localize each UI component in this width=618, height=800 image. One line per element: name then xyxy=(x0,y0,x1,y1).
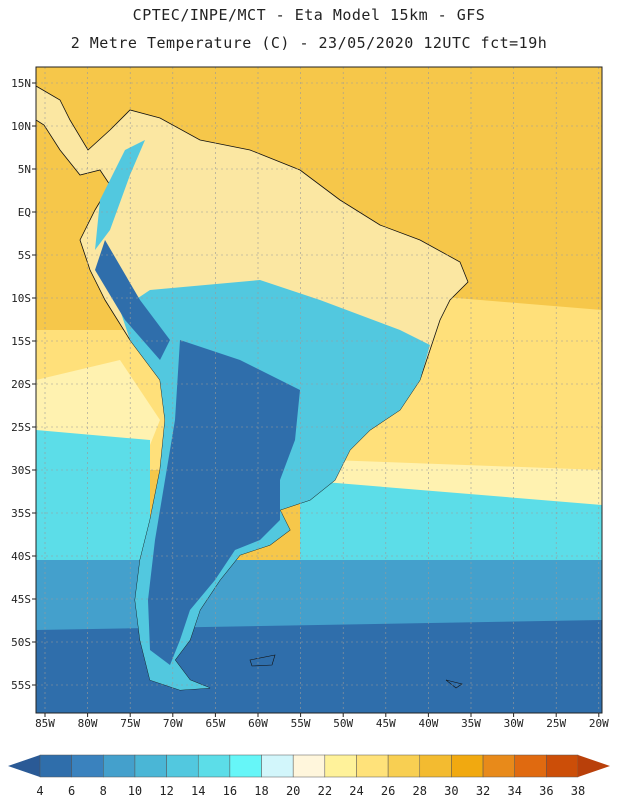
colorbar-label: 32 xyxy=(476,784,490,798)
colorbar-label: 8 xyxy=(100,784,107,798)
lon-tick-label: 55W xyxy=(291,717,311,730)
lat-tick-label: 10N xyxy=(11,120,31,133)
colorbar-label: 10 xyxy=(128,784,142,798)
colorbar-label: 38 xyxy=(571,784,585,798)
lon-tick-label: 20W xyxy=(589,717,609,730)
colorbar-cell xyxy=(134,754,167,778)
cold-andes-region xyxy=(95,240,300,665)
colorbar-cell xyxy=(514,754,547,778)
colorbar-cell xyxy=(292,754,326,778)
temperature-field xyxy=(36,67,602,713)
lon-tick-label: 65W xyxy=(205,717,225,730)
colorbar-label: 36 xyxy=(539,784,553,798)
colorbar-label: 22 xyxy=(318,784,332,798)
falkland-islands xyxy=(249,654,276,667)
lat-tick-label: 25S xyxy=(11,421,31,434)
lat-tick-label: 30S xyxy=(11,464,31,477)
map-title-line2: 2 Metre Temperature (C) - 23/05/2020 12U… xyxy=(70,34,548,52)
colorbar-cell xyxy=(419,754,452,778)
map-frame xyxy=(35,66,603,714)
colorbar-label: 28 xyxy=(413,784,427,798)
colorbar-cell xyxy=(356,754,389,778)
colorbar-cell xyxy=(39,754,72,778)
lat-tick-label: 55S xyxy=(11,679,31,692)
lon-tick-label: 40W xyxy=(418,717,438,730)
colorbar-label: 24 xyxy=(349,784,363,798)
colorbar-high-arrow xyxy=(578,755,610,777)
lon-tick-label: 30W xyxy=(504,717,524,730)
colorbar-cell xyxy=(324,754,357,778)
colorbar-label: 20 xyxy=(286,784,300,798)
colorbar-label: 26 xyxy=(381,784,395,798)
colorbar: 4 6 8 10 12 14 16 18 20 22 24 26 28 30 32 34 36 38 xyxy=(8,754,610,798)
latitude-axis: 15N 10N 5N EQ 5S 10S 15S 20S 25S 30S 35S 40S 45S 50S 5… xyxy=(11,77,36,692)
colorbar-label: 12 xyxy=(159,784,173,798)
colorbar-label: 16 xyxy=(223,784,237,798)
lat-tick-label: 50S xyxy=(11,636,31,649)
colorbar-cell xyxy=(451,754,484,778)
colorbar-label: 30 xyxy=(444,784,458,798)
colorbar-cell xyxy=(103,754,136,778)
colorbar-cell xyxy=(166,754,199,778)
longitude-axis: 85W 80W 75W 70W 65W 60W 55W 50W 45W 40W 35W 30W 25W 2… xyxy=(35,713,609,730)
lat-tick-label: 15N xyxy=(11,77,31,90)
colorbar-label: 18 xyxy=(254,784,268,798)
lon-tick-label: 85W xyxy=(35,717,55,730)
lon-tick-label: 75W xyxy=(120,717,140,730)
graticule xyxy=(36,67,602,713)
colorbar-cell xyxy=(546,754,579,778)
south-georgia-island xyxy=(445,679,463,689)
lon-tick-label: 70W xyxy=(163,717,183,730)
lon-tick-label: 35W xyxy=(461,717,481,730)
colorbar-cell xyxy=(387,754,421,778)
lon-tick-label: 50W xyxy=(333,717,353,730)
lat-tick-label: 15S xyxy=(11,335,31,348)
colorbar-cell xyxy=(261,754,294,778)
lat-tick-label: 20S xyxy=(11,378,31,391)
colorbar-label: 6 xyxy=(68,784,75,798)
ocean-deep-region xyxy=(36,620,602,713)
lon-tick-label: 60W xyxy=(248,717,268,730)
colorbar-cell xyxy=(197,754,231,778)
lat-tick-label: EQ xyxy=(18,206,31,219)
ocean-south-region xyxy=(36,430,602,560)
lon-tick-label: 25W xyxy=(546,717,566,730)
lat-tick-label: 5N xyxy=(18,163,31,176)
colorbar-label: 34 xyxy=(507,784,521,798)
colorbar-cell xyxy=(229,754,262,778)
lat-tick-label: 35S xyxy=(11,507,31,520)
lon-tick-label: 80W xyxy=(78,717,98,730)
colorbar-cell xyxy=(482,754,515,778)
lat-tick-label: 40S xyxy=(11,550,31,563)
lat-tick-label: 45S xyxy=(11,593,31,606)
lat-tick-label: 5S xyxy=(18,249,31,262)
colorbar-cell xyxy=(71,754,104,778)
colorbar-low-arrow xyxy=(8,755,40,777)
map-title-line1: CPTEC/INPE/MCT - Eta Model 15km - GFS xyxy=(132,6,486,24)
colorbar-label: 4 xyxy=(36,784,43,798)
ocean-pale-region xyxy=(36,360,602,505)
lat-tick-label: 10S xyxy=(11,292,31,305)
colorbar-label: 14 xyxy=(191,784,205,798)
lon-tick-label: 45W xyxy=(376,717,396,730)
